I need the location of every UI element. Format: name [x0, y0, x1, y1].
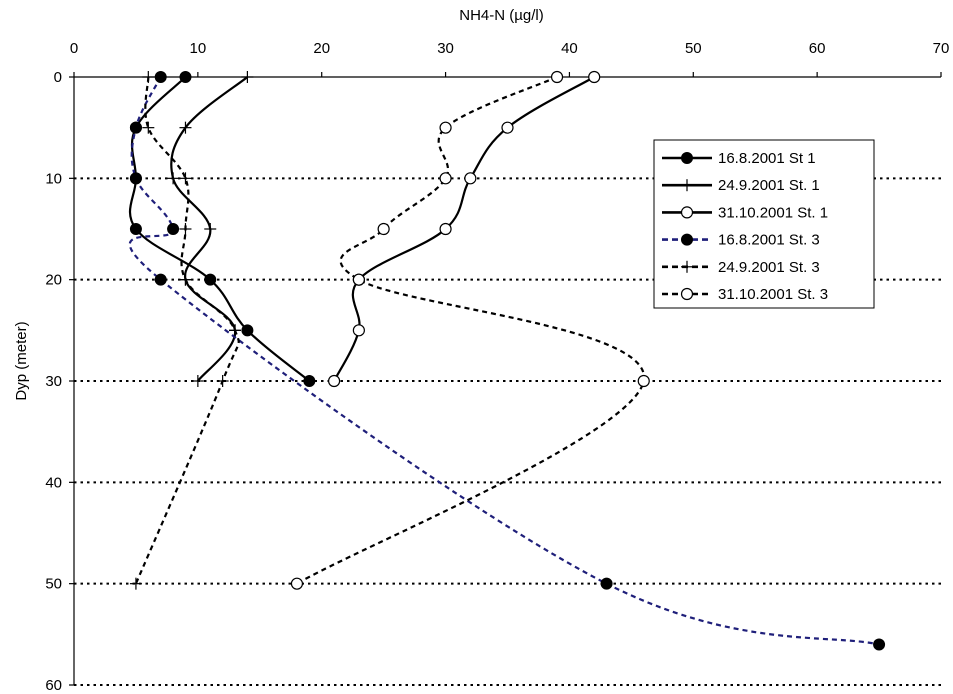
- legend-marker: [681, 179, 693, 192]
- data-point: [550, 70, 564, 84]
- series-5: [129, 71, 242, 590]
- x-tick-label: 40: [561, 40, 578, 57]
- data-point: [204, 223, 217, 235]
- legend-label: 31.10.2001 St. 1: [718, 204, 828, 221]
- data-point: [600, 577, 613, 590]
- x-axis-title: NH4-N (µg/l): [459, 7, 543, 24]
- data-point: [129, 172, 142, 185]
- tick-labels: 0 10 20 30 40 50 60 70 0 10 20 30 40 50 60: [45, 40, 949, 694]
- legend-label: 31.10.2001 St. 3: [718, 286, 828, 303]
- data-point: [179, 172, 192, 185]
- data-point: [142, 121, 155, 134]
- y-tick-label: 0: [54, 69, 62, 86]
- data-point: [439, 222, 452, 236]
- data-point: [439, 121, 452, 134]
- x-tick-label: 20: [313, 40, 330, 57]
- data-point: [464, 172, 477, 185]
- series-line: [296, 75, 645, 585]
- data-point: [439, 172, 452, 185]
- data-point: [167, 172, 180, 185]
- legend-marker: [680, 206, 694, 219]
- axes: [69, 72, 942, 686]
- data-point: [637, 374, 650, 388]
- data-point: [241, 324, 254, 337]
- x-tick-label: 50: [685, 40, 702, 57]
- data-point: [154, 273, 167, 286]
- series-line: [128, 76, 880, 646]
- legend-label: 16.8.2001 St. 3: [718, 232, 820, 249]
- series-1: [128, 71, 316, 387]
- data-point: [204, 273, 217, 286]
- y-axis-title: Dyp (meter): [13, 321, 30, 400]
- y-tick-label: 60: [45, 677, 62, 694]
- legend-item: 31.10.2001 St. 3: [662, 286, 828, 303]
- legend-item: 16.8.2001 St. 3: [662, 232, 820, 249]
- x-tick-label: 0: [70, 40, 78, 57]
- data-point: [179, 223, 192, 235]
- data-point: [154, 71, 167, 83]
- series-3: [328, 70, 601, 388]
- data-point: [191, 375, 204, 387]
- legend-box: [653, 139, 875, 309]
- legend-marker: [680, 287, 694, 301]
- series-line: [134, 76, 240, 585]
- legend-label: 24.9.2001 St. 3: [718, 259, 820, 276]
- data-point: [352, 273, 365, 286]
- data-point: [588, 70, 601, 84]
- series-6: [290, 70, 650, 590]
- data-point: [129, 121, 142, 134]
- y-tick-label: 40: [45, 474, 62, 491]
- series-line: [128, 76, 311, 382]
- legend-item: 24.9.2001 St. 3: [662, 259, 820, 276]
- legend-label: 16.8.2001 St 1: [718, 150, 816, 167]
- data-point: [142, 71, 155, 83]
- legend-item: 31.10.2001 St. 1: [662, 204, 828, 221]
- legend-marker: [681, 233, 693, 246]
- series-4: [128, 71, 886, 651]
- legend-item: 24.9.2001 St. 1: [662, 177, 820, 194]
- data-point: [501, 121, 514, 134]
- data-point: [179, 273, 192, 286]
- data-point: [179, 121, 192, 134]
- y-tick-label: 20: [45, 272, 62, 289]
- y-tick-label: 10: [45, 170, 62, 187]
- legend: 16.8.2001 St 1 24.9.2001 St. 1 31.10.2001 …: [653, 139, 875, 309]
- legend-marker: [681, 260, 693, 273]
- x-tick-label: 70: [933, 40, 950, 57]
- series-line: [333, 76, 595, 382]
- y-tick-label: 50: [45, 576, 62, 593]
- data-point: [303, 375, 316, 387]
- data-point: [216, 375, 229, 387]
- data-point: [873, 638, 886, 651]
- data-point: [179, 71, 192, 83]
- data-point: [167, 223, 180, 235]
- legend-marker: [681, 152, 693, 164]
- data-point: [290, 577, 304, 590]
- data-point: [352, 324, 365, 337]
- data-point: [328, 374, 341, 388]
- y-tick-label: 30: [45, 373, 62, 390]
- x-tick-label: 30: [437, 40, 454, 57]
- data-point: [229, 324, 242, 337]
- legend-item: 16.8.2001 St 1: [662, 150, 816, 167]
- x-tick-label: 10: [190, 40, 207, 57]
- x-tick-label: 60: [809, 40, 826, 57]
- legend-label: 24.9.2001 St. 1: [718, 177, 820, 194]
- data-point: [129, 223, 142, 235]
- series-layer: [128, 70, 886, 651]
- data-point: [241, 71, 254, 83]
- data-point: [377, 222, 390, 236]
- data-point: [129, 577, 142, 590]
